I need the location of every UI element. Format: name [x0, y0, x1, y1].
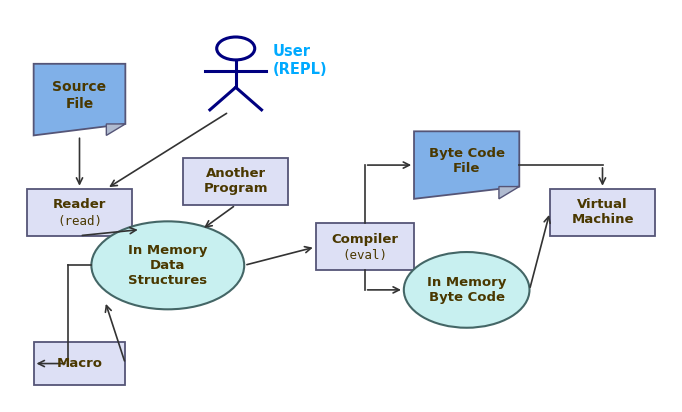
- Ellipse shape: [404, 252, 529, 328]
- Text: User
(REPL): User (REPL): [273, 44, 328, 77]
- Text: Byte Code
File: Byte Code File: [429, 147, 505, 175]
- Ellipse shape: [91, 221, 244, 309]
- Polygon shape: [33, 64, 125, 136]
- Text: Virtual
Machine: Virtual Machine: [572, 198, 634, 226]
- Polygon shape: [499, 187, 519, 199]
- FancyBboxPatch shape: [27, 189, 132, 236]
- FancyBboxPatch shape: [33, 342, 125, 385]
- FancyBboxPatch shape: [316, 223, 414, 270]
- Text: (eval): (eval): [342, 249, 387, 262]
- Text: Another
Program: Another Program: [203, 167, 268, 195]
- Text: Source
File: Source File: [53, 80, 106, 110]
- Text: Macro: Macro: [57, 357, 102, 370]
- Text: (read): (read): [57, 215, 102, 228]
- FancyBboxPatch shape: [183, 158, 288, 205]
- FancyBboxPatch shape: [550, 189, 655, 236]
- Polygon shape: [414, 131, 519, 199]
- Polygon shape: [106, 124, 125, 136]
- Text: Reader: Reader: [53, 198, 106, 211]
- Text: Compiler: Compiler: [331, 233, 398, 246]
- Text: In Memory
Data
Structures: In Memory Data Structures: [128, 244, 207, 287]
- Text: In Memory
Byte Code: In Memory Byte Code: [427, 276, 506, 304]
